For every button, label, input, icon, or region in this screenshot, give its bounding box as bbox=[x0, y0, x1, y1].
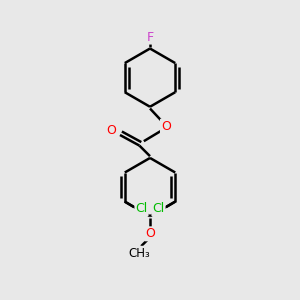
Text: Cl: Cl bbox=[135, 202, 148, 215]
Text: O: O bbox=[145, 227, 155, 240]
Text: F: F bbox=[146, 31, 154, 44]
Text: CH₃: CH₃ bbox=[128, 247, 150, 260]
Text: Cl: Cl bbox=[152, 202, 165, 215]
Text: O: O bbox=[161, 120, 171, 133]
Text: O: O bbox=[106, 124, 116, 137]
